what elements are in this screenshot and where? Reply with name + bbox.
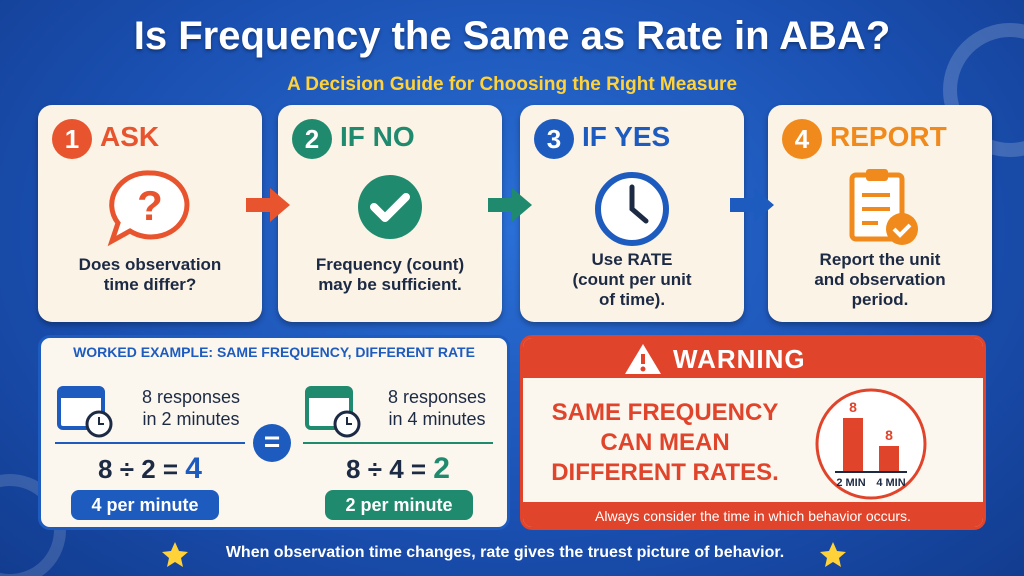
calendar-icon [57, 386, 113, 438]
mini-chart: 8 8 2 MIN 4 MIN [815, 388, 927, 500]
rate-pill: 2 per minute [325, 490, 473, 520]
bar-value-label: 8 [885, 427, 893, 443]
star-icon [162, 542, 188, 567]
step-text: Report the unit and observation period. [768, 250, 992, 310]
footer: When observation time changes, rate give… [225, 544, 785, 561]
line: (count per unit [572, 270, 692, 289]
line: in 2 minutes [142, 409, 240, 429]
example-panel: WORKED EXAMPLE: SAME FREQUENCY, DIFFEREN… [38, 335, 510, 530]
line: period. [851, 290, 909, 309]
check-icon [358, 175, 422, 239]
line: may be sufficient. [318, 275, 462, 294]
example-heading: WORKED EXAMPLE: SAME FREQUENCY, DIFFEREN… [73, 344, 475, 360]
step-card: 4 REPORT Report the unit and observation p… [768, 105, 992, 322]
result: 2 [433, 452, 450, 485]
step-card: 3 IF YES Use RATE (count per unit of time)… [520, 105, 744, 322]
line: time differ? [103, 275, 197, 294]
line: Use RATE [591, 250, 673, 269]
svg-text:?: ? [137, 182, 163, 229]
equation: 8 ÷ 4 = 2 [303, 452, 493, 486]
title: Is Frequency the Same as Rate in ABA? [133, 14, 891, 58]
step-text: Use RATE (count per unit of time). [520, 250, 744, 310]
warning-icon [625, 344, 661, 374]
example-text: 8 responses in 4 minutes [367, 386, 507, 430]
line: CAN MEAN [600, 429, 730, 456]
line: 8 responses [141, 387, 241, 407]
step-card: 2 IF NO Frequency (count) may be sufficie… [278, 105, 502, 322]
equation-text: 8 ÷ 4 = [346, 454, 427, 484]
warning-note: Always consider the time in which behavi… [523, 502, 983, 527]
line: Report the unit [819, 250, 941, 269]
step-card: 1 ASK ? Does observation time differ? [38, 105, 262, 322]
step-number: 3 [534, 119, 574, 159]
equals-sign: = [253, 424, 291, 462]
divider [55, 442, 245, 444]
step-number: 2 [292, 119, 332, 159]
example-text: 8 responses in 2 minutes [121, 386, 261, 430]
warning-panel: WARNING SAME FREQUENCY CAN MEAN DIFFERENT … [520, 335, 986, 530]
calendar-icon [305, 386, 361, 438]
step-label: IF NO [340, 121, 415, 152]
bar-label: 2 MIN [836, 477, 865, 489]
clipboard-icon [849, 169, 918, 245]
step-label: REPORT [830, 121, 947, 152]
line: SAME FREQUENCY [551, 399, 779, 426]
bar-value-label: 8 [849, 399, 857, 415]
line: DIFFERENT RATES. [551, 459, 779, 486]
step-number: 4 [782, 119, 822, 159]
line: Does observation [78, 255, 222, 274]
line: in 4 minutes [388, 409, 486, 429]
step-text: Frequency (count) may be sufficient. [278, 255, 502, 295]
line: Frequency (count) [315, 255, 465, 274]
arrows [246, 188, 774, 222]
clock-icon [595, 172, 669, 246]
line: and observation [814, 270, 946, 289]
step-number: 1 [52, 119, 92, 159]
step-label: IF YES [582, 121, 671, 152]
step-label: ASK [100, 121, 160, 152]
line: of time). [598, 290, 666, 309]
warning-heading: WARNING [673, 344, 806, 374]
divider [303, 442, 493, 444]
equation: 8 ÷ 2 = 4 [55, 452, 245, 486]
subtitle: A Decision Guide for Choosing the Right … [286, 74, 738, 95]
warning-text: SAME FREQUENCY CAN MEAN DIFFERENT RATES. [535, 398, 795, 488]
bar-label: 4 MIN [876, 477, 905, 489]
equation-text: 8 ÷ 2 = [98, 454, 179, 484]
star-icon [820, 542, 846, 567]
rate-pill: 4 per minute [71, 490, 219, 520]
step-text: Does observation time differ? [38, 255, 262, 295]
warning-header [523, 338, 983, 378]
line: 8 responses [387, 387, 487, 407]
result: 4 [185, 452, 202, 485]
question-icon: ? [107, 170, 190, 247]
